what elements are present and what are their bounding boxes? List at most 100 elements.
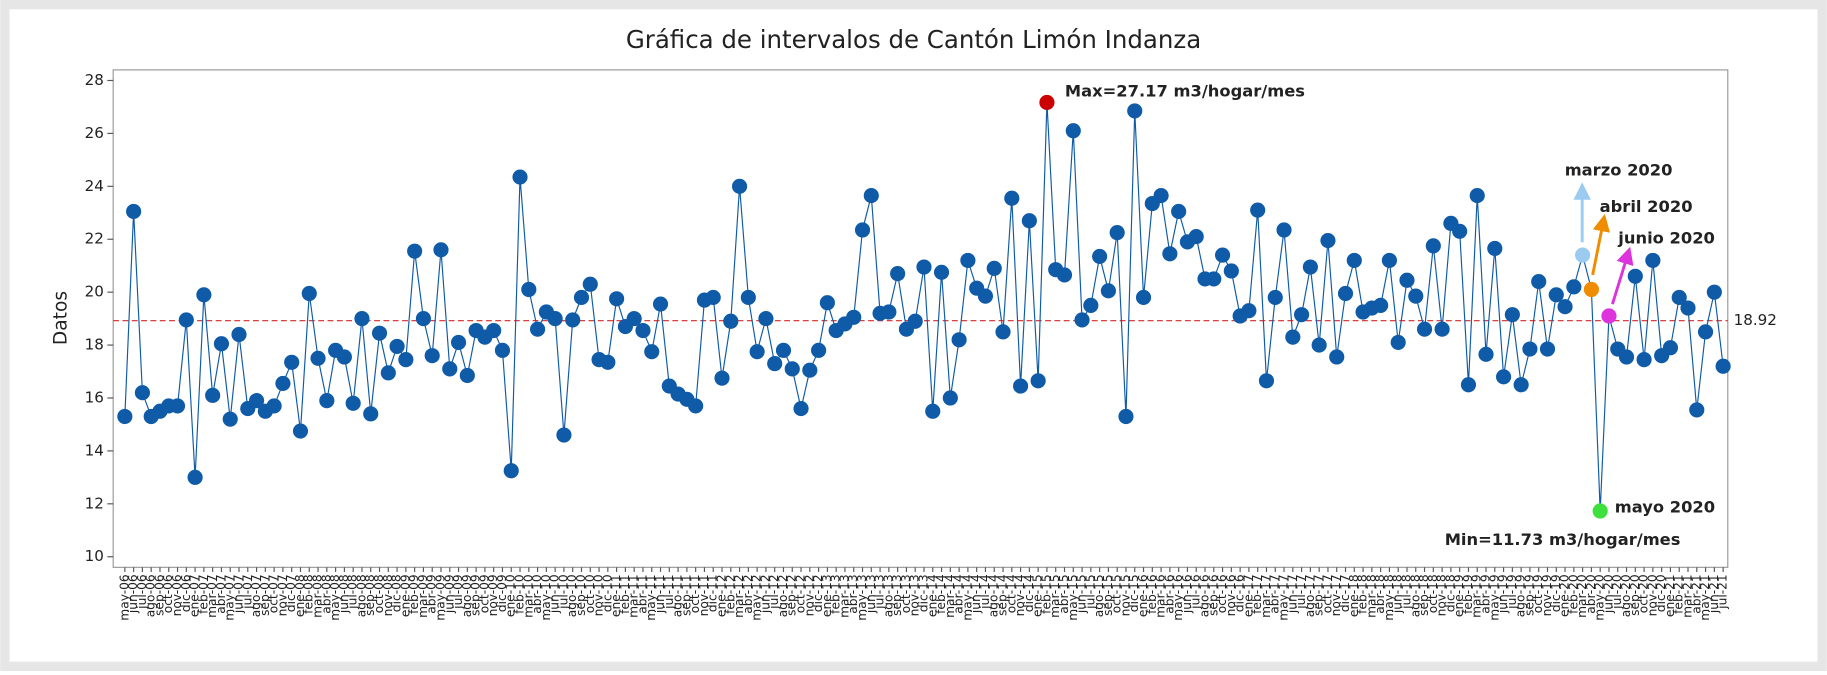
data-point [1092,248,1108,265]
data-point [775,342,792,358]
x-tick-label: feb-09 [407,574,421,614]
data-point [881,304,897,320]
x-tick-label: nov-13 [908,574,922,616]
x-tick-label: jul-15 [1083,574,1097,610]
x-tick-label: feb-13 [829,574,843,614]
data-point [1013,378,1029,394]
x-tick-label: nov-12 [802,574,816,616]
data-point [767,356,783,372]
x-tick-label: sep-14 [996,574,1010,616]
x-tick-label: abr-20 [1584,574,1598,613]
x-tick-label: mar-12 [732,574,746,618]
data-point [986,260,1002,276]
x-tick-label: jul-19 [1505,574,1519,609]
x-tick-label: may-12 [750,574,764,620]
data-point [1469,188,1485,204]
x-tick-label: oct-10 [583,574,597,613]
data-point [222,411,238,427]
x-tick-label: jun-10 [548,574,562,614]
data-point [284,354,300,370]
data-point [1294,307,1310,323]
x-tick-label: dic-19 [1549,574,1563,612]
x-tick-label: abr-09 [425,574,439,613]
x-tick-label: abr-19 [1479,574,1493,613]
x-tick-label: mar-21 [1680,574,1694,618]
x-tick-label: feb-21 [1672,574,1686,614]
data-point [854,222,871,238]
data-point [1496,369,1512,385]
data-point [731,178,748,194]
x-tick-label: may-20 [1593,574,1607,620]
x-tick-label: abr-13 [846,574,860,613]
data-point [758,311,774,327]
x-tick-label: abr-08 [319,574,333,613]
data-point [1135,289,1152,306]
data-point [1021,213,1037,229]
mean-label: 18.92 [1734,311,1777,329]
x-tick-label: sep-20 [1628,574,1642,616]
x-tick-label: sep-06 [152,574,166,616]
x-tick-label: mar-19 [1470,574,1484,618]
data-point [1715,358,1731,374]
x-tick-label: oct-17 [1320,574,1334,613]
data-point [1425,238,1441,254]
data-point [407,243,423,259]
x-tick-label: may-17 [1277,574,1291,620]
x-tick-label: ago-18 [1408,574,1422,617]
x-tick-label: may-06 [117,574,131,620]
x-tick-label: nov-08 [381,574,395,616]
data-point [600,354,616,370]
x-tick-label: mar-20 [1575,574,1589,618]
x-tick-label: feb-08 [302,574,316,614]
data-point [977,288,994,304]
x-tick-label: ene-10 [504,574,518,617]
x-tick-label: may-18 [1382,574,1396,620]
data-point [126,203,142,220]
data-point [117,408,133,425]
data-point [802,362,818,378]
data-point [380,365,396,381]
x-tick-label: ene-13 [820,574,834,617]
data-point [1030,373,1046,389]
x-tick-label: abr-18 [1373,574,1387,613]
data-point [1416,321,1433,337]
x-tick-label: oct-07 [267,574,281,613]
data-point [907,313,923,329]
x-tick-label: may-13 [855,574,869,620]
data-point [450,334,467,350]
x-tick-label: nov-16 [1224,574,1238,616]
data-point [1627,268,1643,284]
data-point [635,322,651,339]
x-tick-label: abr-10 [530,574,544,613]
x-tick-label: jun-11 [653,574,667,614]
data-point [486,322,502,339]
x-tick-label: may-14 [960,574,974,621]
data-point [1706,284,1722,300]
data-point [582,276,598,292]
x-tick-label: ago-12 [776,574,790,617]
data-point [626,311,642,327]
x-tick-label: jul-20 [1610,574,1624,609]
data-point [292,423,309,439]
x-tick-label: mar-13 [837,574,851,618]
data-point [336,349,352,365]
data-point [433,242,449,258]
y-tick-label: 28 [85,71,104,89]
data-point [1618,349,1635,365]
data-point [1636,352,1652,368]
x-tick-label: dic-12 [811,574,825,612]
x-tick-label: jun-14 [969,574,983,614]
data-point [1346,252,1362,268]
x-tick-label: dic-17 [1338,574,1352,612]
data-point [740,289,756,306]
data-point [890,266,906,282]
x-tick-label: ene-07 [188,574,202,617]
x-tick-label: jun-06 [126,574,140,614]
y-tick-label: 12 [85,494,104,512]
x-tick-label: oct-16 [1215,574,1229,613]
data-point [1074,312,1090,328]
data-point [1408,288,1424,304]
data-point [644,344,660,360]
x-tick-label: dic-20 [1654,574,1668,612]
x-tick-label: may-10 [539,574,553,620]
